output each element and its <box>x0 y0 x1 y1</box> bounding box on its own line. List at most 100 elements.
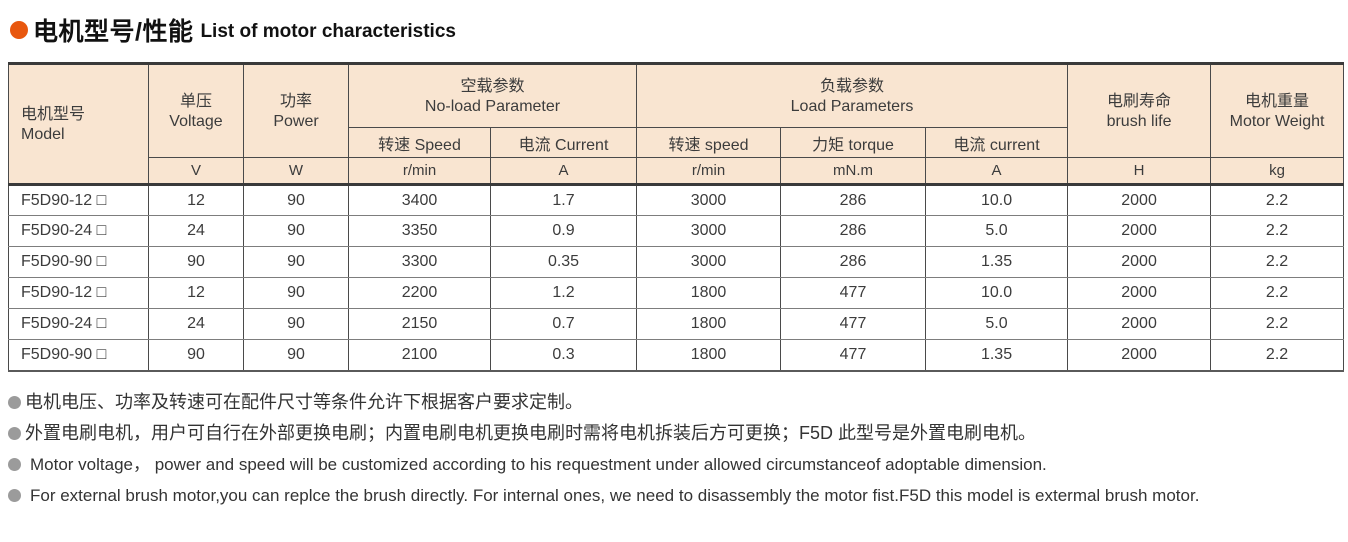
model-cell: F5D90-12 □ <box>8 277 149 309</box>
value-cell: 24 <box>148 215 244 247</box>
value-cell: 1.7 <box>489 184 638 216</box>
footnotes: 电机电压、功率及转速可在配件尺寸等条件允许下根据客户要求定制。 外置电刷电机，用… <box>8 392 1348 506</box>
value-cell: 286 <box>780 184 927 216</box>
page-title-en: List of motor characteristics <box>200 20 456 42</box>
note-text: Motor voltage， power and speed will be c… <box>30 454 1047 474</box>
gray-bullet-icon <box>8 426 21 440</box>
value-cell: 2000 <box>1067 215 1212 247</box>
value-cell: 90 <box>148 246 244 278</box>
note-text: 外置电刷电机，用户可自行在外部更换电刷；内置电刷电机更换电刷时需将电机拆装后方可… <box>25 422 1037 443</box>
gray-bullet-icon <box>8 457 21 471</box>
unit-noload-speed: r/min <box>348 157 491 185</box>
value-cell: 2.2 <box>1210 215 1345 247</box>
value-cell: 1800 <box>636 308 782 340</box>
note-text: For external brush motor,you can replce … <box>30 485 1200 505</box>
value-cell: 0.9 <box>489 215 638 247</box>
table-row: F5D90-90 □ 90 90 3300 0.35 3000 286 1.35 2000 2.2 <box>8 246 1345 278</box>
value-cell: 90 <box>243 246 349 278</box>
value-cell: 2200 <box>348 277 491 309</box>
table-row: F5D90-90 □ 90 90 2100 0.3 1800 477 1.35 2000 2.2 <box>8 339 1345 372</box>
header-voltage: 单压 Voltage <box>148 63 244 158</box>
value-cell: 1.2 <box>489 277 638 309</box>
value-cell: 2.2 <box>1210 184 1345 216</box>
value-cell: 90 <box>243 277 349 309</box>
unit-brush-life: H <box>1067 157 1212 185</box>
header-voltage-zh: 单压 <box>179 92 212 110</box>
header-noload-zh: 空载参数 <box>460 77 525 95</box>
value-cell: 1800 <box>636 277 782 309</box>
value-cell: 10.0 <box>925 277 1069 309</box>
table-row: F5D90-12 □ 12 90 3400 1.7 3000 286 10.0 2000 2.2 <box>8 184 1345 216</box>
model-cell: F5D90-90 □ <box>8 339 149 372</box>
value-cell: 477 <box>780 308 927 340</box>
header-noload-current: 电流 Current <box>489 127 638 158</box>
table-row: F5D90-24 □ 24 90 2150 0.7 1800 477 5.0 2000 2.2 <box>8 308 1345 340</box>
value-cell: 1800 <box>636 339 782 372</box>
value-cell: 0.3 <box>489 339 638 372</box>
value-cell: 0.7 <box>489 308 638 340</box>
header-load-speed: 转速 speed <box>636 127 782 158</box>
value-cell: 1.35 <box>925 246 1069 278</box>
value-cell: 90 <box>243 215 349 247</box>
note-customization-zh: 电机电压、功率及转速可在配件尺寸等条件允许下根据客户要求定制。 <box>8 392 1348 413</box>
header-power: 功率 Power <box>243 63 349 158</box>
value-cell: 477 <box>780 277 927 309</box>
header-model-zh: 电机型号 <box>21 105 86 123</box>
value-cell: 3000 <box>636 184 782 216</box>
value-cell: 24 <box>148 308 244 340</box>
unit-voltage: V <box>148 157 244 185</box>
value-cell: 2.2 <box>1210 277 1345 309</box>
header-motor-weight: 电机重量 Motor Weight <box>1210 63 1345 158</box>
header-power-en: Power <box>273 112 319 130</box>
value-cell: 2100 <box>348 339 491 372</box>
value-cell: 1.35 <box>925 339 1069 372</box>
motor-characteristics-table: 电机型号 Model 单压 Voltage 功率 Power 空载参数 No-l… <box>8 62 1345 372</box>
header-weight-en: Motor Weight <box>1229 112 1325 130</box>
page-title: 电机型号/性能 List of motor characteristics <box>0 14 1348 46</box>
header-load-current: 电流 current <box>925 127 1069 158</box>
table-body: F5D90-12 □ 12 90 3400 1.7 3000 286 10.0 2000 2.2 F… <box>8 184 1345 372</box>
model-cell: F5D90-24 □ <box>8 308 149 340</box>
header-noload-speed: 转速 Speed <box>348 127 491 158</box>
unit-load-current: A <box>925 157 1069 185</box>
value-cell: 286 <box>780 215 927 247</box>
unit-load-speed: r/min <box>636 157 782 185</box>
value-cell: 2000 <box>1067 308 1212 340</box>
value-cell: 3300 <box>348 246 491 278</box>
note-text: 电机电压、功率及转速可在配件尺寸等条件允许下根据客户要求定制。 <box>25 391 583 412</box>
unit-row: V W r/min A r/min mN.m A H kg <box>8 157 1345 185</box>
value-cell: 2.2 <box>1210 339 1345 372</box>
value-cell: 90 <box>243 308 349 340</box>
note-brush-zh: 外置电刷电机，用户可自行在外部更换电刷；内置电刷电机更换电刷时需将电机拆装后方可… <box>8 423 1348 444</box>
model-cell: F5D90-90 □ <box>8 246 149 278</box>
header-model-en: Model <box>21 125 65 143</box>
unit-noload-current: A <box>489 157 638 185</box>
header-weight-zh: 电机重量 <box>1245 92 1310 110</box>
value-cell: 10.0 <box>925 184 1069 216</box>
unit-motor-weight: kg <box>1210 157 1345 185</box>
value-cell: 0.35 <box>489 246 638 278</box>
header-brush-en: brush life <box>1106 112 1172 130</box>
note-customization-en: Motor voltage， power and speed will be c… <box>8 454 1348 475</box>
value-cell: 3000 <box>636 246 782 278</box>
value-cell: 3350 <box>348 215 491 247</box>
value-cell: 12 <box>148 277 244 309</box>
value-cell: 90 <box>243 339 349 372</box>
header-noload-en: No-load Parameter <box>424 97 561 115</box>
header-load-en: Load Parameters <box>790 97 914 115</box>
value-cell: 2.2 <box>1210 246 1345 278</box>
value-cell: 2.2 <box>1210 308 1345 340</box>
header-load-zh: 负载参数 <box>820 77 885 95</box>
header-noload-group: 空载参数 No-load Parameter <box>347 63 638 128</box>
orange-bullet-icon <box>10 21 28 39</box>
header-power-zh: 功率 <box>279 92 312 110</box>
value-cell: 90 <box>243 184 349 216</box>
model-cell: F5D90-12 □ <box>8 184 149 216</box>
header-load-group: 负载参数 Load Parameters <box>636 63 1069 128</box>
value-cell: 5.0 <box>925 308 1069 340</box>
value-cell: 2000 <box>1067 277 1212 309</box>
value-cell: 3400 <box>348 184 491 216</box>
page-title-zh: 电机型号/性能 <box>33 18 194 46</box>
value-cell: 2000 <box>1067 339 1212 372</box>
value-cell: 12 <box>148 184 244 216</box>
